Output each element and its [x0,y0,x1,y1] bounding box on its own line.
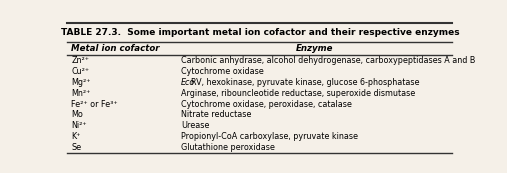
Text: Cytochrome oxidase: Cytochrome oxidase [182,67,264,76]
Text: Enzyme: Enzyme [296,44,334,53]
Text: Eco: Eco [182,78,196,87]
Text: Metal ion cofactor: Metal ion cofactor [71,44,160,53]
Text: Arginase, ribouncleotide reductase, superoxide dismutase: Arginase, ribouncleotide reductase, supe… [182,89,416,98]
Text: K⁺: K⁺ [71,132,81,141]
Text: Cytochrome oxidase, peroxidase, catalase: Cytochrome oxidase, peroxidase, catalase [182,99,352,108]
Text: TABLE 27.3.  Some important metal ion cofactor and their respective enzymes: TABLE 27.3. Some important metal ion cof… [60,28,459,37]
Text: Mo: Mo [71,110,83,119]
Text: Urease: Urease [182,121,209,130]
Text: Mg²⁺: Mg²⁺ [71,78,91,87]
Text: Glutathione peroxidase: Glutathione peroxidase [182,143,275,152]
Text: Fe²⁺ or Fe³⁺: Fe²⁺ or Fe³⁺ [71,99,118,108]
Text: Propionyl-CoA carboxylase, pyruvate kinase: Propionyl-CoA carboxylase, pyruvate kina… [182,132,358,141]
Text: Zn²⁺: Zn²⁺ [71,56,89,65]
Text: Ni²⁺: Ni²⁺ [71,121,87,130]
Text: Se: Se [71,143,81,152]
Text: Nitrate reductase: Nitrate reductase [182,110,251,119]
Text: Cu²⁺: Cu²⁺ [71,67,89,76]
Text: Carbonic anhydrase, alcohol dehydrogenase, carboxypeptidases A and B: Carbonic anhydrase, alcohol dehydrogenas… [182,56,476,65]
Text: Mn²⁺: Mn²⁺ [71,89,91,98]
Text: RV, hexokinase, pyruvate kinase, glucose 6-phosphatase: RV, hexokinase, pyruvate kinase, glucose… [192,78,420,87]
